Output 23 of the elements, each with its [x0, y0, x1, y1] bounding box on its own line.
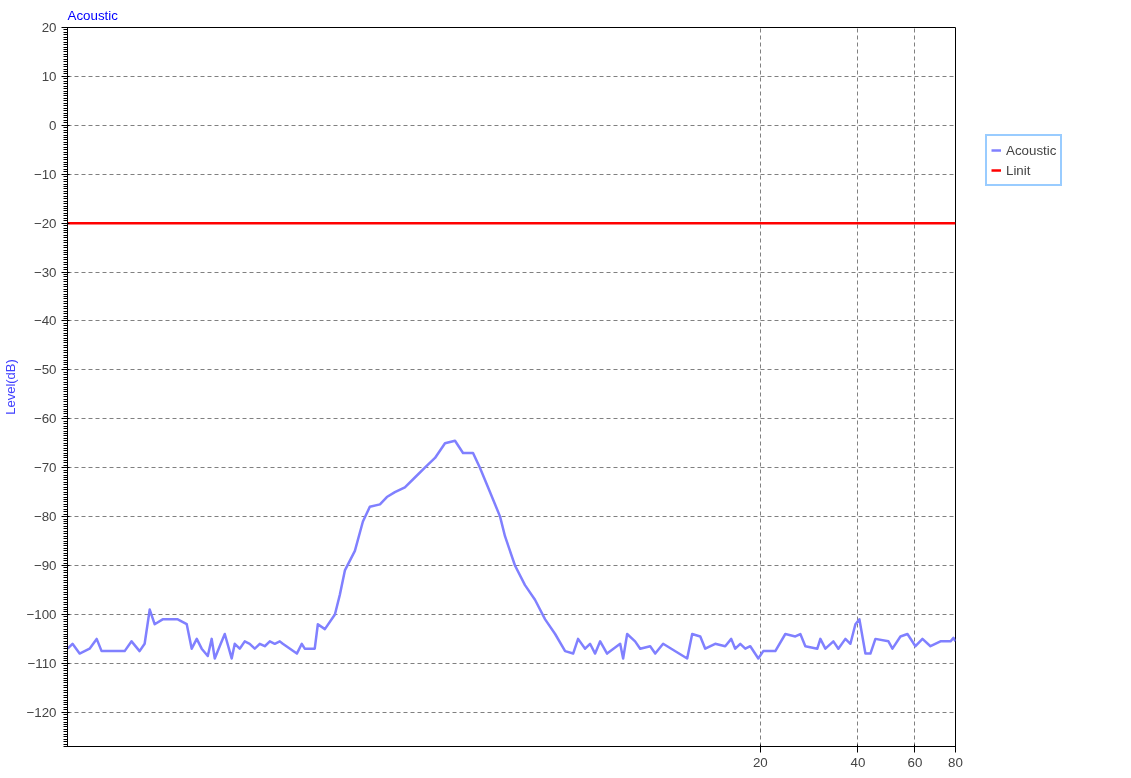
y-tick-label: −30	[33, 264, 57, 280]
chart-title: Acoustic	[67, 7, 119, 23]
y-tick-label: −50	[33, 362, 57, 378]
x-tick-label: 20	[752, 754, 768, 770]
x-tick-label: 60	[907, 754, 923, 770]
y-tick-label: −110	[27, 655, 57, 671]
y-tick-label: −100	[26, 606, 57, 622]
y-tick-label: −10	[33, 166, 57, 182]
y-tick-label: −40	[33, 313, 57, 329]
y-tick-label: −20	[33, 215, 57, 231]
y-tick-label: −90	[33, 558, 57, 574]
y-tick-label: 0	[49, 117, 57, 133]
legend-label: Acoustic	[1006, 142, 1057, 158]
y-tick-label: −120	[26, 704, 57, 720]
y-tick-label: 10	[41, 68, 57, 84]
x-tick-label: 80	[948, 754, 963, 770]
x-tick-label: 40	[850, 754, 866, 770]
legend-label: Linit	[1006, 162, 1031, 178]
y-axis-title: Level(dB)	[3, 359, 19, 415]
y-tick-label: −80	[33, 509, 57, 525]
y-tick-label: −70	[33, 460, 57, 476]
y-tick-label: 20	[41, 20, 57, 35]
y-tick-label: −60	[33, 411, 57, 427]
